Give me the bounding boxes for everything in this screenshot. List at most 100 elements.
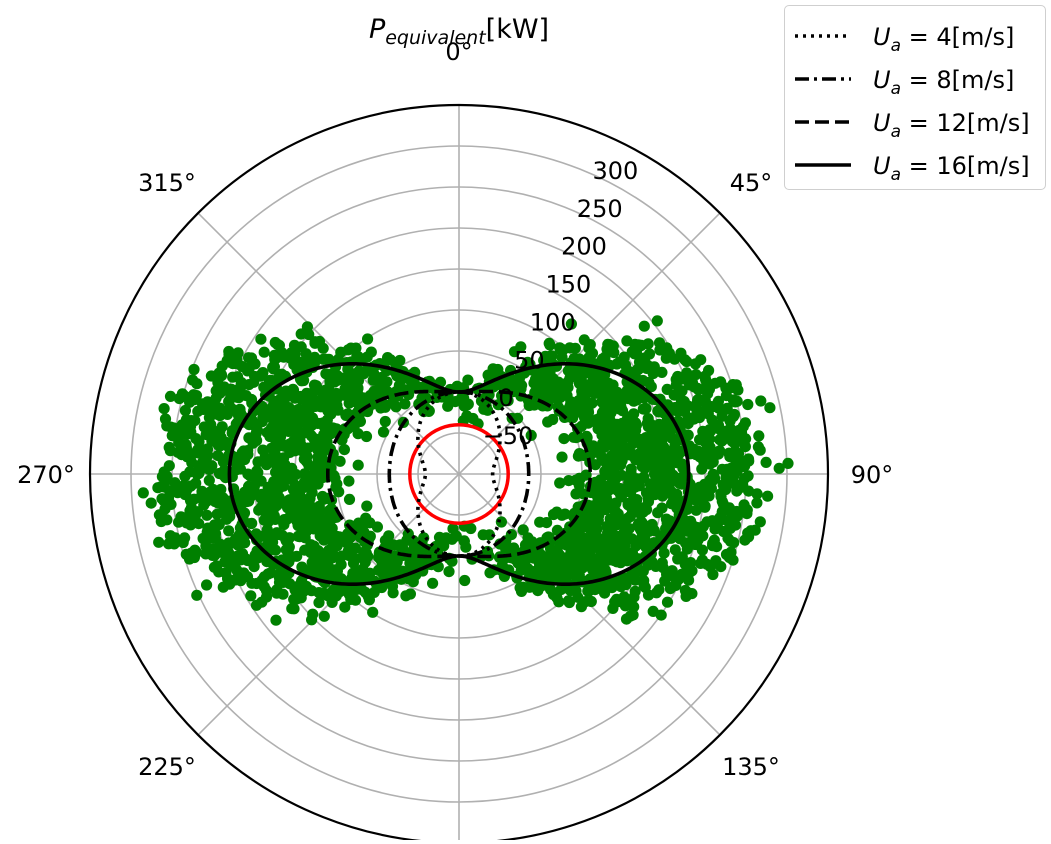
scatter-point [642,421,655,433]
scatter-point [478,393,490,405]
chart-title: Pequivalent[kW] [369,14,549,49]
scatter-point [231,457,243,469]
scatter-point [676,399,688,411]
scatter-point [742,398,754,411]
curve-ua-4 [416,390,502,558]
scatter-point [281,513,293,525]
scatter-point [331,393,343,405]
scatter-point [232,371,244,383]
curve-ua-8 [387,390,531,558]
scatter-point [695,354,707,366]
scatter-point [690,504,702,516]
scatter-point [644,478,656,490]
scatter-point [635,525,647,537]
scatter-point [197,532,209,545]
scatter-point [666,432,678,444]
angle-tick-label: 45° [730,169,773,197]
scatter-point [264,493,276,505]
scatter-point [596,396,608,408]
scatter-point [692,534,704,546]
scatter-point [277,465,289,477]
scatter-point [289,490,301,502]
scatter-point [164,390,177,402]
scatter-point [306,562,318,574]
scatter-point [562,376,574,388]
scatter-point [305,506,317,518]
scatter-point [668,489,681,501]
scatter-point [309,336,321,348]
scatter-point [753,430,765,442]
scatter-point [547,588,560,601]
scatter-point [410,557,422,569]
scatter-point [554,391,566,403]
scatter-point [668,389,680,401]
scatter-point [212,439,224,451]
scatter-point [240,390,252,402]
scatter-point [252,466,264,479]
scatter-point [591,511,603,523]
scatter-point [716,463,728,475]
scatter-point [736,481,748,493]
scatter-point [325,592,337,604]
scatter-point [572,520,584,533]
scatter-point [714,424,726,436]
scatter-point [726,509,738,521]
scatter-point [248,561,260,573]
scatter-point [353,517,365,529]
scatter-point [334,455,346,467]
scatter-point [604,501,616,513]
scatter-point [379,401,391,413]
scatter-point [620,613,633,625]
scatter-point [203,474,215,486]
scatter-point [166,430,179,442]
scatter-point [309,400,321,412]
scatter-point [598,385,610,397]
scatter-point [217,495,230,508]
scatter-point [258,581,270,593]
scatter-point [361,500,373,512]
scatter-point [233,490,245,502]
scatter-point [266,452,278,464]
scatter-point [210,400,222,412]
scatter-point [670,373,682,386]
scatter-point [269,336,281,349]
scatter-point [720,548,733,561]
scatter-point [664,515,676,527]
title-unit: [kW] [486,14,549,45]
scatter-point [270,420,282,432]
scatter-point [226,425,239,437]
legend-label-ua-4: Ua = 4[m/s] [873,23,1014,56]
scatter-point [697,496,709,508]
scatter-point [704,458,716,470]
scatter-point [588,538,600,550]
scatter-point [280,534,292,546]
scatter-point [679,558,691,570]
scatter-point [633,507,646,519]
scatter-point [631,363,644,376]
scatter-point [714,434,726,446]
scatter-point [258,381,270,393]
scatter-point [782,457,794,469]
scatter-point [306,614,318,626]
scatter-point [354,415,366,427]
scatter-point [339,601,351,613]
scatter-point [568,431,580,443]
radial-tick-label: 50 [514,346,545,374]
scatter-point [447,523,459,535]
scatter-point [265,567,277,579]
scatter-point [196,398,209,410]
scatter-point [265,442,277,454]
scatter-point [383,530,395,542]
scatter-point [259,531,271,543]
scatter-point [571,367,583,379]
scatter-point [211,508,223,520]
scatter-point [255,333,267,345]
scatter-point [624,387,636,399]
scatter-point [287,505,299,517]
scatter-point [290,468,302,481]
scatter-point [619,600,632,612]
scatter-point [298,453,310,465]
scatter-point [342,528,354,540]
scatter-point [233,529,245,541]
scatter-point [332,404,344,416]
